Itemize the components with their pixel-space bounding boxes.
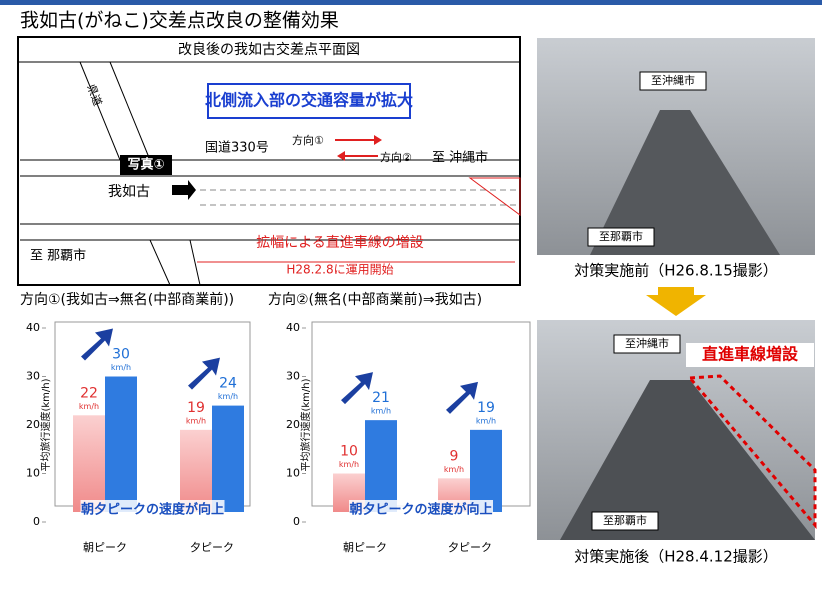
chart-title: 方向①(我如古⇒無名(中部商業前)) bbox=[20, 291, 234, 308]
bar bbox=[212, 406, 244, 512]
x-tick-label: 朝ピーク bbox=[343, 541, 387, 554]
road-name: 国道330号 bbox=[205, 141, 269, 156]
y-tick-label: 10 bbox=[26, 467, 40, 480]
banner: 北側流入部の交通容量が拡大 bbox=[205, 91, 413, 110]
top-band bbox=[0, 0, 822, 5]
caption: 対策実施前（H26.8.15撮影） bbox=[574, 262, 778, 280]
value-label: 30 bbox=[112, 347, 130, 363]
annotation: 朝夕ピークの速度が向上 bbox=[349, 502, 492, 518]
value-unit: km/h bbox=[339, 460, 359, 469]
x-tick-label: 夕ピーク bbox=[190, 541, 234, 554]
sign: 至沖縄市 bbox=[625, 336, 669, 350]
widening: 拡幅による直進車線の増設 bbox=[256, 234, 424, 251]
dir1: 方向① bbox=[292, 133, 324, 147]
value-label: 19 bbox=[187, 400, 205, 416]
sign: 至那覇市 bbox=[603, 513, 647, 527]
annotation: 朝夕ピークの速度が向上 bbox=[81, 502, 224, 518]
y-tick-label: 0 bbox=[33, 515, 40, 528]
value-unit: km/h bbox=[444, 465, 464, 474]
page-title: 我如古(がねこ)交差点改良の整備効果 bbox=[20, 10, 339, 32]
bar bbox=[105, 377, 137, 513]
value-unit: km/h bbox=[79, 402, 99, 411]
down-arrow bbox=[646, 287, 706, 316]
y-tick-label: 20 bbox=[286, 418, 300, 431]
chart-title: 方向②(無名(中部商業前)⇒我如古) bbox=[268, 291, 482, 308]
page: 我如古(がねこ)交差点改良の整備効果 改良後の我如古交差点平面図 北側流入部の交… bbox=[0, 0, 822, 588]
photo-label: 写真① bbox=[127, 157, 164, 173]
y-tick-label: 30 bbox=[286, 370, 300, 383]
map-title: 改良後の我如古交差点平面図 bbox=[178, 41, 360, 58]
y-tick-label: 20 bbox=[26, 418, 40, 431]
map: 改良後の我如古交差点平面図 北側流入部の交通容量が拡大 県道 国道330号 方向… bbox=[18, 37, 520, 285]
badge: 直進車線増設 bbox=[702, 345, 799, 364]
value-unit: km/h bbox=[476, 416, 496, 425]
y-tick-label: 40 bbox=[286, 321, 300, 334]
value-label: 24 bbox=[219, 376, 237, 392]
place: 我如古 bbox=[108, 184, 150, 200]
value-label: 10 bbox=[340, 444, 358, 460]
sign: 至那覇市 bbox=[599, 229, 643, 243]
start: H28.2.8に運用開始 bbox=[286, 263, 393, 277]
value-unit: km/h bbox=[371, 407, 391, 416]
bar bbox=[180, 430, 212, 512]
to-okinawa: 至 沖縄市 bbox=[432, 150, 488, 166]
y-tick-label: 30 bbox=[26, 370, 40, 383]
value-label: 21 bbox=[372, 390, 390, 406]
x-tick-label: 夕ピーク bbox=[448, 541, 492, 554]
bar bbox=[470, 430, 502, 512]
value-label: 19 bbox=[477, 400, 495, 416]
value-unit: km/h bbox=[111, 363, 131, 372]
caption: 対策実施後（H28.4.12撮影） bbox=[574, 548, 778, 566]
value-label: 9 bbox=[450, 448, 459, 464]
photo-after: 至沖縄市 直進車線増設 至那覇市 対策実施後（H28.4.12撮影） bbox=[537, 320, 815, 566]
y-tick-label: 40 bbox=[26, 321, 40, 334]
y-tick-label: 10 bbox=[286, 467, 300, 480]
photo-before: 至沖縄市 至那覇市 対策実施前（H26.8.15撮影） bbox=[537, 38, 815, 280]
value-unit: km/h bbox=[186, 416, 206, 425]
sign: 至沖縄市 bbox=[651, 73, 695, 87]
dir2: 方向② bbox=[380, 150, 412, 164]
bar bbox=[73, 415, 105, 512]
bar bbox=[365, 420, 397, 512]
slide: 我如古(がねこ)交差点改良の整備効果 改良後の我如古交差点平面図 北側流入部の交… bbox=[0, 0, 822, 588]
x-tick-label: 朝ピーク bbox=[83, 541, 127, 554]
to-naha: 至 那覇市 bbox=[30, 248, 86, 264]
value-unit: km/h bbox=[218, 392, 238, 401]
y-tick-label: 0 bbox=[293, 515, 300, 528]
value-label: 22 bbox=[80, 385, 98, 401]
